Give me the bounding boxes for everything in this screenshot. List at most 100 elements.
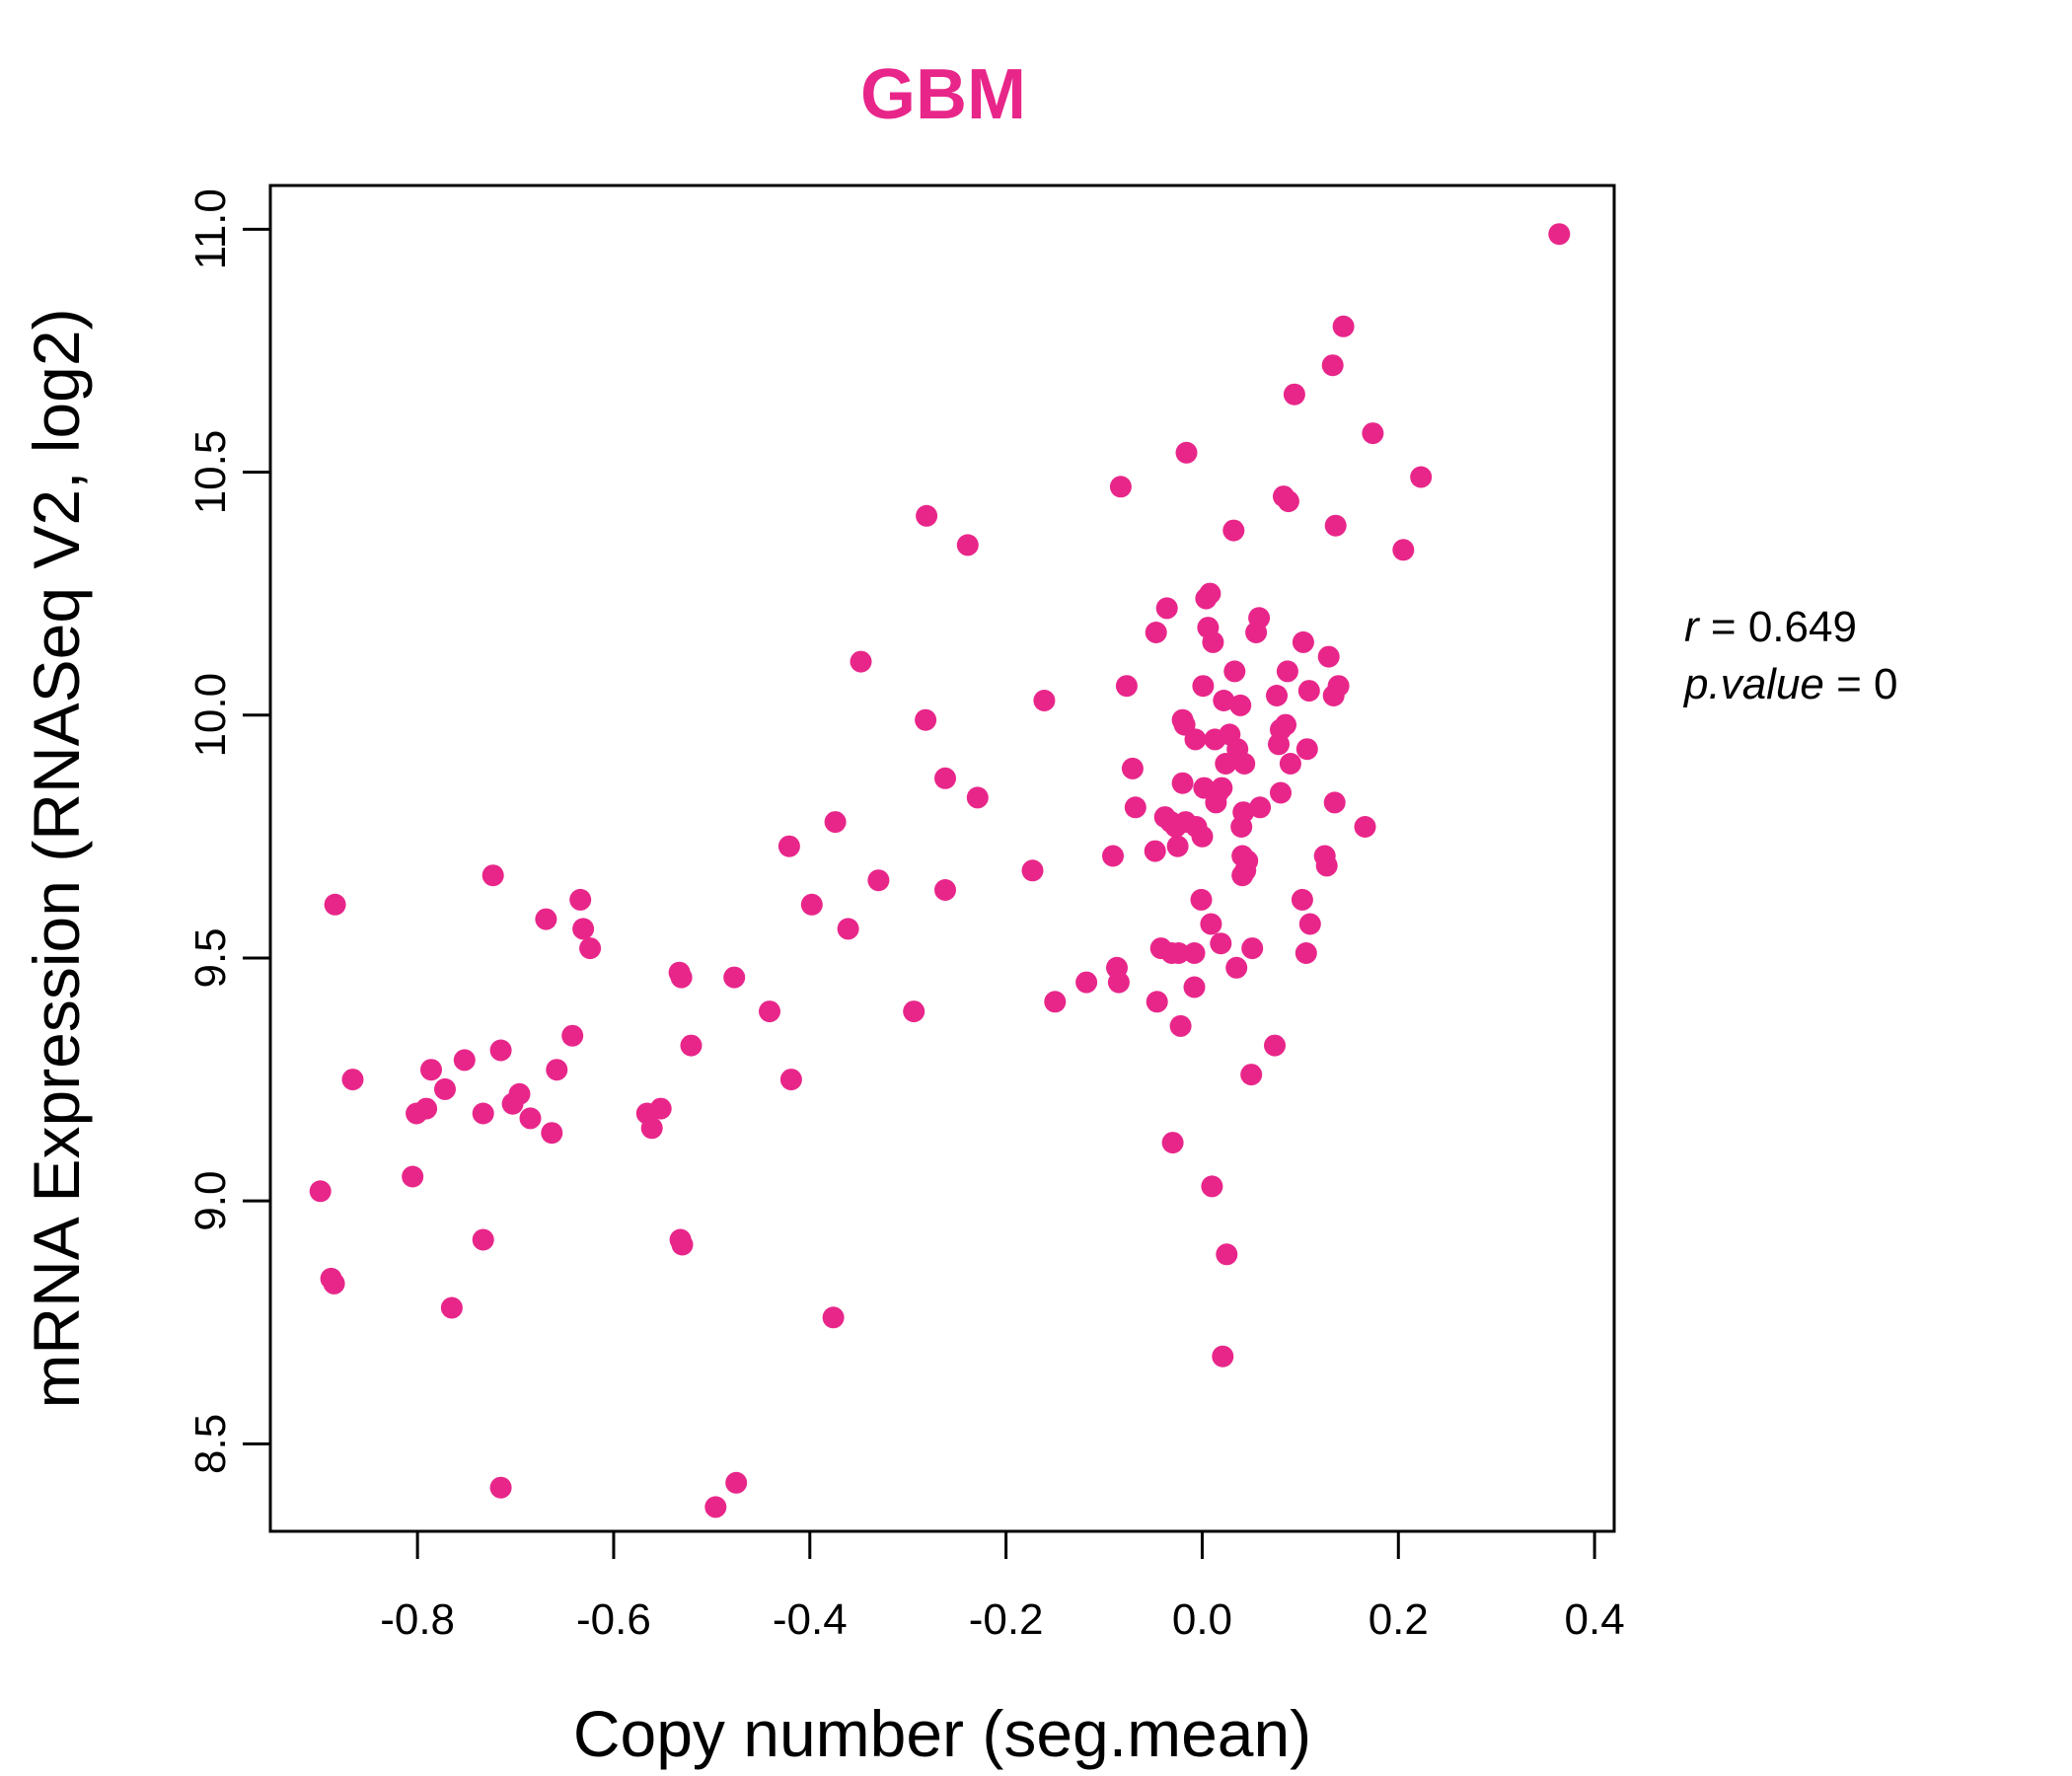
data-point-87: [1190, 888, 1213, 911]
correlation-stat: r = 0.649: [1684, 603, 1857, 651]
data-point-54: [1021, 859, 1044, 882]
data-point-127: [1270, 781, 1292, 804]
data-point-130: [1275, 713, 1296, 736]
data-point-11: [453, 1049, 476, 1072]
data-point-147: [1324, 514, 1347, 537]
data-point-13: [472, 1228, 494, 1251]
data-point-153: [1410, 466, 1433, 488]
data-point-57: [1075, 971, 1098, 994]
data-point-124: [1264, 1034, 1286, 1057]
data-point-137: [1295, 942, 1317, 964]
data-point-51: [934, 879, 956, 901]
data-point-32: [670, 966, 693, 989]
data-points: [309, 223, 1571, 1518]
data-point-93: [1199, 582, 1221, 605]
data-point-33: [671, 1233, 694, 1256]
data-point-150: [1354, 816, 1376, 838]
data-point-42: [822, 1306, 845, 1329]
data-point-58: [1102, 845, 1124, 867]
data-point-135: [1291, 888, 1313, 911]
data-point-101: [1211, 777, 1233, 799]
p-value: 0: [1874, 660, 1897, 708]
data-point-94: [1200, 913, 1222, 935]
data-point-105: [1216, 1243, 1238, 1266]
data-point-119: [1240, 1064, 1263, 1086]
data-point-96: [1202, 630, 1224, 653]
data-point-138: [1295, 738, 1318, 761]
data-point-14: [481, 864, 504, 887]
data-point-20: [535, 908, 557, 930]
x-tick-label: 0.4: [1565, 1595, 1625, 1644]
data-point-151: [1362, 422, 1384, 445]
data-point-102: [1212, 1345, 1234, 1368]
data-point-75: [1166, 835, 1189, 857]
data-point-132: [1277, 490, 1299, 513]
data-point-66: [1145, 622, 1167, 643]
data-point-43: [824, 811, 847, 834]
data-point-60: [1107, 971, 1130, 994]
data-point-56: [1044, 991, 1067, 1013]
data-point-77: [1169, 1014, 1192, 1037]
data-point-140: [1298, 913, 1321, 935]
y-tick-label: 10.5: [186, 430, 235, 515]
data-point-10: [440, 1296, 463, 1319]
data-point-50: [934, 767, 956, 789]
data-point-104: [1215, 753, 1237, 775]
data-point-55: [1033, 690, 1056, 711]
data-point-37: [723, 966, 746, 989]
data-point-35: [704, 1496, 727, 1518]
data-point-41: [800, 893, 823, 916]
data-point-28: [640, 1117, 663, 1140]
data-point-73: [1161, 1132, 1184, 1154]
equals-sign: =: [1824, 660, 1874, 708]
data-point-62: [1115, 675, 1138, 698]
y-tick-label: 8.5: [186, 1414, 235, 1474]
data-point-118: [1236, 850, 1259, 872]
data-point-83: [1183, 942, 1206, 964]
data-point-115: [1232, 801, 1255, 824]
data-point-3: [324, 893, 346, 916]
data-point-131: [1276, 660, 1298, 683]
data-point-100: [1210, 932, 1232, 955]
data-point-22: [546, 1059, 568, 1081]
data-point-146: [1323, 791, 1346, 814]
data-point-19: [519, 1107, 542, 1130]
data-point-148: [1327, 675, 1350, 698]
data-point-24: [569, 888, 592, 911]
data-point-64: [1124, 796, 1147, 819]
data-point-67: [1146, 991, 1168, 1013]
data-point-18: [508, 1082, 531, 1105]
data-point-85: [1184, 728, 1207, 751]
data-point-4: [341, 1069, 364, 1091]
data-point-61: [1109, 476, 1132, 498]
y-tick-label: 9.5: [186, 927, 235, 988]
data-point-107: [1222, 519, 1245, 542]
data-point-143: [1317, 645, 1340, 668]
data-point-7: [415, 1097, 438, 1120]
data-point-12: [472, 1102, 494, 1125]
data-point-2: [323, 1272, 345, 1295]
data-point-76: [1167, 942, 1190, 964]
data-point-84: [1183, 976, 1206, 999]
x-tick-label: -0.2: [969, 1595, 1044, 1644]
data-point-5: [402, 1165, 424, 1188]
data-point-39: [777, 835, 800, 857]
data-point-29: [649, 1097, 672, 1120]
x-tick-label: -0.4: [773, 1595, 848, 1644]
chart-title: GBM: [860, 55, 1026, 134]
x-axis-label: Copy number (seg.mean): [573, 1697, 1311, 1770]
y-tick-label: 9.0: [186, 1171, 235, 1231]
data-point-82: [1175, 441, 1198, 464]
data-point-122: [1248, 607, 1271, 629]
x-tick-label: 0.2: [1369, 1595, 1429, 1644]
data-point-125: [1266, 685, 1288, 706]
data-point-154: [1548, 223, 1571, 246]
equals-sign: =: [1699, 603, 1748, 651]
data-point-23: [561, 1024, 584, 1047]
data-point-78: [1171, 772, 1194, 794]
data-point-111: [1229, 694, 1252, 716]
data-point-139: [1297, 680, 1320, 703]
y-tick-label: 10.0: [186, 673, 235, 758]
data-point-109: [1225, 956, 1248, 979]
data-point-9: [434, 1077, 456, 1100]
